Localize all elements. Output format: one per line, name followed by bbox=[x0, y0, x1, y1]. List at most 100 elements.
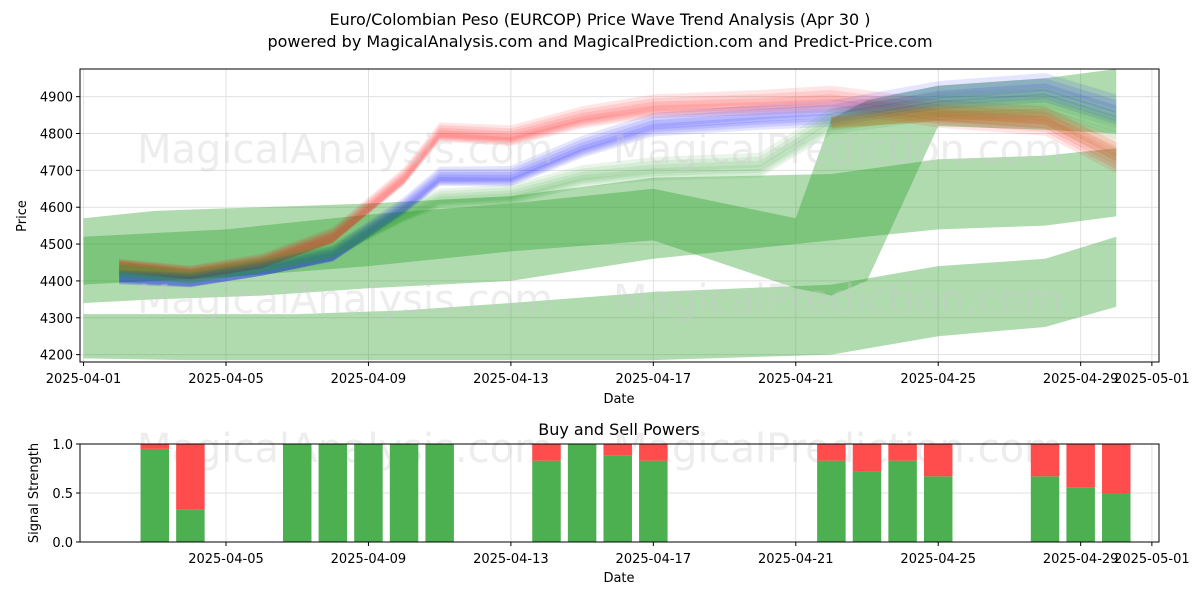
sell-power-bar bbox=[603, 444, 632, 456]
price-plot-frame bbox=[79, 68, 1160, 363]
sell-power-bar bbox=[532, 444, 561, 461]
buy-power-bar bbox=[567, 444, 597, 542]
green-wave-band bbox=[119, 98, 1117, 284]
price-y-tick-label: 4200 bbox=[40, 349, 73, 364]
sell-power-bar bbox=[1030, 444, 1060, 477]
buy-power-bar bbox=[817, 460, 846, 542]
price-x-tick-label: 2025-04-09 bbox=[331, 372, 407, 387]
signal-x-tick-label: 2025-04-05 bbox=[188, 552, 264, 567]
buy-power-bar bbox=[389, 444, 419, 542]
price-waves bbox=[119, 73, 1117, 288]
buy-power-bar bbox=[1102, 493, 1131, 542]
signal-x-tick-label: 2025-04-21 bbox=[758, 552, 834, 567]
price-y-tick-label: 4700 bbox=[40, 164, 73, 179]
blue-wave-band bbox=[119, 78, 1117, 288]
price-y-axis: 4200 4300 4400 4500 4600 4700 4800 4900 bbox=[40, 91, 80, 364]
buy-sell-power-chart: Buy and Sell Powers MagicalAnalysis.com … bbox=[27, 420, 1190, 586]
green-trend-band bbox=[83, 69, 1117, 296]
sell-power-bar bbox=[176, 444, 205, 510]
price-x-axis: 2025-04-01 2025-04-05 2025-04-09 2025-04-13… bbox=[46, 362, 1190, 387]
price-x-tick-label: 2025-04-25 bbox=[900, 372, 976, 387]
sell-power-bar bbox=[1066, 444, 1095, 488]
signal-bars bbox=[140, 444, 1131, 542]
price-x-axis-label: Date bbox=[603, 392, 634, 407]
price-bands bbox=[83, 69, 1117, 361]
signal-y-axis-label: Signal Strength bbox=[27, 443, 42, 543]
green-wave-band bbox=[119, 92, 1117, 284]
signal-x-tick-label: 2025-04-25 bbox=[900, 552, 976, 567]
watermark-prediction-top: MagicalPrediction.com bbox=[613, 127, 1063, 173]
green-wave-band bbox=[119, 87, 1117, 284]
signal-y-tick-label: 0.5 bbox=[52, 487, 73, 502]
sell-power-bar bbox=[888, 444, 917, 461]
buy-power-bar bbox=[603, 455, 632, 542]
price-y-tick-label: 4900 bbox=[40, 91, 73, 106]
price-y-tick-label: 4400 bbox=[40, 275, 73, 290]
buy-power-bar bbox=[425, 444, 454, 542]
price-x-tick-label: 2025-04-29 bbox=[1043, 372, 1119, 387]
price-x-tick-label: 2025-04-17 bbox=[616, 372, 692, 387]
buy-power-bar bbox=[923, 476, 953, 542]
sell-power-bar bbox=[923, 444, 953, 477]
signal-y-tick-label: 1.0 bbox=[52, 438, 73, 453]
buy-power-bar bbox=[639, 460, 668, 542]
buy-power-bar bbox=[532, 460, 561, 542]
blue-wave-band bbox=[119, 73, 1117, 288]
sell-power-bar bbox=[140, 444, 170, 449]
sell-power-bar bbox=[639, 444, 668, 461]
price-x-tick-label: 2025-04-01 bbox=[46, 372, 122, 387]
price-x-tick-label: 2025-05-01 bbox=[1114, 372, 1190, 387]
buy-power-bar bbox=[1030, 476, 1060, 542]
sell-power-bar bbox=[1102, 444, 1131, 493]
watermark-prediction-bottom: MagicalPrediction.com bbox=[613, 277, 1063, 323]
signal-x-tick-label: 2025-05-01 bbox=[1114, 552, 1190, 567]
green-trend-band bbox=[83, 236, 1117, 361]
signal-x-tick-label: 2025-04-09 bbox=[331, 552, 407, 567]
price-chart-grid bbox=[80, 69, 1159, 362]
signal-x-tick-label: 2025-04-13 bbox=[473, 552, 549, 567]
signal-x-tick-label: 2025-04-29 bbox=[1043, 552, 1119, 567]
orange-wave-band bbox=[831, 113, 1117, 165]
orange-wave-band bbox=[831, 105, 1117, 152]
green-wave-band bbox=[119, 108, 1117, 283]
sell-power-bar bbox=[817, 444, 846, 461]
blue-wave-band bbox=[119, 93, 1117, 287]
buy-power-bar bbox=[1066, 487, 1095, 542]
orange-wave-band bbox=[831, 111, 1117, 161]
price-y-tick-label: 4800 bbox=[40, 127, 73, 142]
green-trend-band bbox=[83, 148, 1117, 304]
signal-y-axis: 0.0 0.5 1.0 bbox=[52, 438, 80, 551]
buy-power-bar bbox=[888, 460, 917, 542]
buy-power-bar bbox=[852, 471, 882, 542]
blue-wave-band bbox=[119, 88, 1117, 287]
price-y-tick-label: 4500 bbox=[40, 238, 73, 253]
buy-power-bar bbox=[140, 448, 170, 542]
chart-subtitle: powered by MagicalAnalysis.com and Magic… bbox=[267, 32, 932, 51]
green-wave-band bbox=[119, 103, 1117, 283]
buy-sell-title: Buy and Sell Powers bbox=[538, 420, 700, 439]
orange-wave-band bbox=[831, 109, 1117, 158]
price-wave-chart: MagicalAnalysis.com MagicalPrediction.co… bbox=[15, 68, 1190, 407]
sell-power-bar bbox=[852, 444, 882, 472]
signal-x-axis: 2025-04-05 2025-04-09 2025-04-13 2025-04-17… bbox=[188, 542, 1190, 567]
buy-power-bar bbox=[354, 444, 383, 542]
red-wave-band bbox=[119, 85, 1117, 281]
orange-wave-band bbox=[831, 107, 1117, 155]
price-x-tick-label: 2025-04-05 bbox=[188, 372, 264, 387]
signal-x-tick-label: 2025-04-17 bbox=[616, 552, 692, 567]
chart-title: Euro/Colombian Peso (EURCOP) Price Wave … bbox=[329, 10, 870, 29]
price-x-tick-label: 2025-04-13 bbox=[473, 372, 549, 387]
signal-y-tick-label: 0.0 bbox=[52, 536, 73, 551]
price-y-tick-label: 4600 bbox=[40, 201, 73, 216]
watermark-analysis-bottom: MagicalAnalysis.com bbox=[137, 277, 553, 323]
buy-power-bar bbox=[176, 509, 205, 542]
buy-power-bar bbox=[318, 444, 348, 542]
signal-x-axis-label: Date bbox=[603, 571, 634, 586]
price-y-axis-label: Price bbox=[15, 200, 30, 232]
blue-wave-band bbox=[119, 83, 1117, 287]
watermark-analysis-top: MagicalAnalysis.com bbox=[137, 127, 553, 173]
buy-power-bar bbox=[282, 444, 312, 542]
price-x-tick-label: 2025-04-21 bbox=[758, 372, 834, 387]
price-y-tick-label: 4300 bbox=[40, 312, 73, 327]
